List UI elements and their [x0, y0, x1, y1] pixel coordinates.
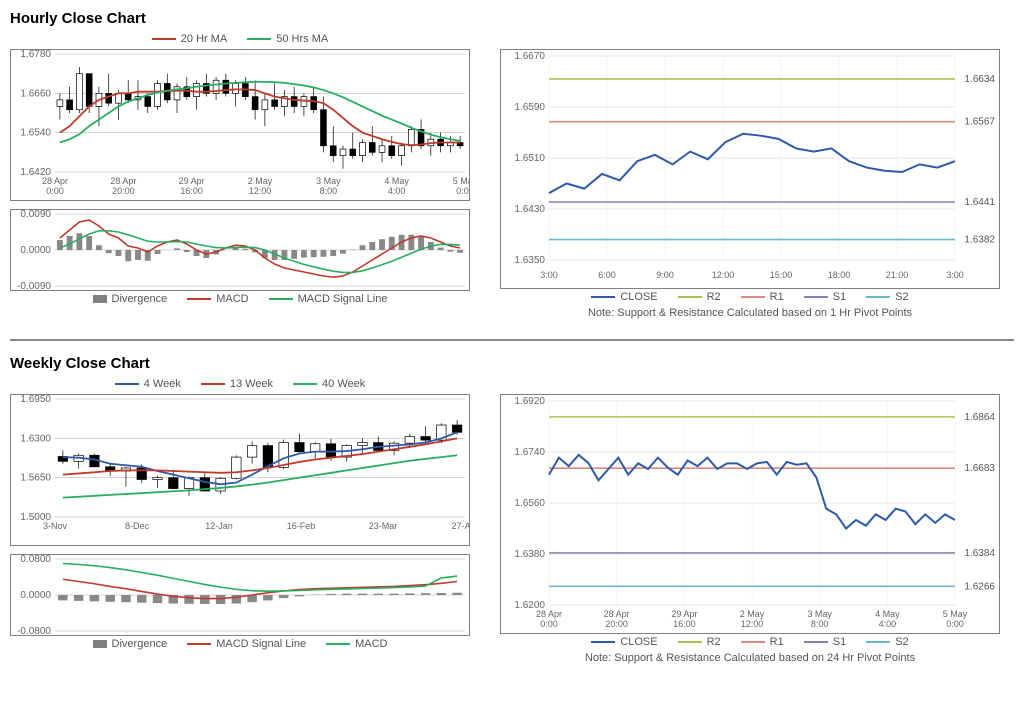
svg-text:2 May: 2 May	[248, 176, 273, 186]
svg-text:1.5650: 1.5650	[20, 473, 51, 484]
svg-text:0:00: 0:00	[946, 619, 964, 629]
hourly-pivot-note: Note: Support & Resistance Calculated ba…	[500, 307, 1000, 319]
svg-text:1.6670: 1.6670	[514, 51, 545, 62]
hourly-pivot-chart: 1.6350 1.6430 1.6510 1.6590 1.6670 3:00 6:00 9:…	[500, 49, 1000, 289]
svg-text:20:00: 20:00	[605, 619, 628, 629]
svg-text:0:00: 0:00	[456, 186, 469, 196]
svg-text:1.6540: 1.6540	[20, 128, 51, 139]
svg-text:12:00: 12:00	[741, 619, 764, 629]
svg-text:2 May: 2 May	[740, 609, 765, 619]
svg-text:5 May: 5 May	[943, 609, 968, 619]
svg-text:5 May: 5 May	[453, 176, 469, 186]
svg-text:1.6380: 1.6380	[514, 549, 545, 560]
divider	[10, 339, 1014, 341]
svg-text:3 May: 3 May	[316, 176, 341, 186]
svg-text:21:00: 21:00	[886, 270, 909, 280]
svg-text:-0.0800: -0.0800	[17, 626, 51, 635]
svg-text:0.0800: 0.0800	[20, 555, 51, 565]
svg-text:0.0000: 0.0000	[20, 590, 51, 601]
svg-text:1.6780: 1.6780	[20, 50, 51, 60]
svg-text:28 Apr: 28 Apr	[110, 176, 136, 186]
svg-text:1.6864: 1.6864	[964, 412, 995, 423]
weekly-main-legend: 4 Week13 Week40 Week	[10, 378, 470, 390]
svg-text:1.6510: 1.6510	[514, 153, 545, 164]
svg-text:0:00: 0:00	[46, 186, 64, 196]
svg-text:23-Mar: 23-Mar	[369, 521, 398, 531]
svg-text:12:00: 12:00	[249, 186, 272, 196]
hourly-title: Hourly Close Chart	[10, 10, 1014, 27]
svg-text:1.6950: 1.6950	[20, 395, 51, 405]
svg-text:0.0090: 0.0090	[20, 210, 51, 220]
svg-text:8-Dec: 8-Dec	[125, 521, 150, 531]
svg-text:28 Apr: 28 Apr	[42, 176, 68, 186]
svg-text:9:00: 9:00	[656, 270, 674, 280]
svg-text:1.6430: 1.6430	[514, 204, 545, 215]
weekly-macd-legend: DivergenceMACD Signal LineMACD	[10, 638, 470, 650]
svg-text:1.6350: 1.6350	[514, 255, 545, 266]
svg-text:15:00: 15:00	[770, 270, 793, 280]
weekly-main-chart: 1.50001.56501.63001.69503-Nov8-Dec12-Jan…	[10, 394, 470, 546]
svg-text:28 Apr: 28 Apr	[604, 609, 630, 619]
svg-text:8:00: 8:00	[320, 186, 338, 196]
svg-text:1.6660: 1.6660	[20, 88, 51, 99]
hourly-main-chart: 1.64201.65401.66601.678028 Apr0:0028 Apr…	[10, 49, 470, 201]
hourly-pivot-legend: CLOSER2R1S1S2	[500, 291, 1000, 303]
svg-text:3 May: 3 May	[807, 609, 832, 619]
svg-text:4 May: 4 May	[384, 176, 409, 186]
svg-text:12:00: 12:00	[712, 270, 735, 280]
svg-text:1.6560: 1.6560	[514, 498, 545, 509]
svg-text:28 Apr: 28 Apr	[536, 609, 562, 619]
svg-text:4 May: 4 May	[875, 609, 900, 619]
svg-text:-0.0090: -0.0090	[17, 281, 51, 290]
svg-text:1.6382: 1.6382	[964, 235, 995, 246]
svg-text:12-Jan: 12-Jan	[205, 521, 233, 531]
svg-text:3-Nov: 3-Nov	[43, 521, 68, 531]
svg-text:1.6920: 1.6920	[514, 396, 545, 407]
svg-text:3:00: 3:00	[946, 270, 964, 280]
svg-text:16:00: 16:00	[180, 186, 203, 196]
hourly-macd-legend: DivergenceMACDMACD Signal Line	[10, 293, 470, 305]
svg-text:1.6384: 1.6384	[964, 548, 995, 559]
svg-text:1.6634: 1.6634	[964, 74, 995, 85]
svg-text:4:00: 4:00	[879, 619, 897, 629]
svg-text:8:00: 8:00	[811, 619, 829, 629]
svg-text:0.0000: 0.0000	[20, 245, 51, 256]
svg-text:0:00: 0:00	[540, 619, 558, 629]
svg-text:29 Apr: 29 Apr	[179, 176, 205, 186]
hourly-macd-chart: -0.0090 0.0000 0.0090	[10, 209, 470, 291]
weekly-title: Weekly Close Chart	[10, 355, 1014, 372]
weekly-macd-chart: -0.0800 0.0000 0.0800	[10, 554, 470, 636]
svg-text:20:00: 20:00	[112, 186, 135, 196]
svg-text:1.6590: 1.6590	[514, 102, 545, 113]
svg-text:27-Apr: 27-Apr	[451, 521, 469, 531]
hourly-section: Hourly Close Chart 20 Hr MA50 Hrs MA 1.6…	[10, 10, 1014, 319]
svg-text:1.6266: 1.6266	[964, 581, 995, 592]
weekly-pivot-note: Note: Support & Resistance Calculated ba…	[500, 652, 1000, 664]
svg-text:16:00: 16:00	[673, 619, 696, 629]
svg-text:16-Feb: 16-Feb	[287, 521, 316, 531]
weekly-section: Weekly Close Chart 4 Week13 Week40 Week …	[10, 355, 1014, 664]
svg-text:1.6683: 1.6683	[964, 463, 995, 474]
weekly-pivot-chart: 1.62001.63801.65601.67401.692028 Apr0:00…	[500, 394, 1000, 634]
svg-text:1.6441: 1.6441	[964, 197, 995, 208]
svg-text:18:00: 18:00	[828, 270, 851, 280]
svg-text:29 Apr: 29 Apr	[671, 609, 697, 619]
svg-text:4:00: 4:00	[388, 186, 406, 196]
hourly-main-legend: 20 Hr MA50 Hrs MA	[10, 33, 470, 45]
svg-text:1.6740: 1.6740	[514, 447, 545, 458]
weekly-pivot-legend: CLOSER2R1S1S2	[500, 636, 1000, 648]
svg-text:1.6300: 1.6300	[20, 433, 51, 444]
svg-text:6:00: 6:00	[598, 270, 616, 280]
svg-text:1.6567: 1.6567	[964, 117, 995, 128]
svg-text:3:00: 3:00	[540, 270, 558, 280]
